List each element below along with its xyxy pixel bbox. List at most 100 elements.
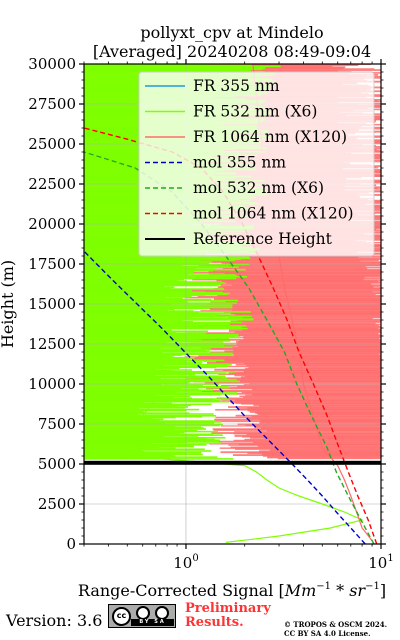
fr532-noise-band xyxy=(84,442,222,444)
version-label: Version: 3.6 xyxy=(6,611,103,630)
fr532-noise-band xyxy=(84,344,185,347)
fr532-noise-band xyxy=(84,312,232,315)
fr532-noise-band xyxy=(84,352,233,355)
fr532-noise-band xyxy=(84,70,251,72)
fr532-noise-band xyxy=(84,255,182,258)
fr532-noise-band xyxy=(84,431,185,434)
fr532-noise-band xyxy=(84,69,232,71)
fr532-noise-band xyxy=(84,325,247,327)
fr1064-noise-band xyxy=(220,285,381,287)
fr532-noise-band xyxy=(84,347,161,349)
fr532-noise-band xyxy=(84,432,178,435)
fr1064-noise-band xyxy=(244,438,381,441)
fr532-noise-band xyxy=(84,65,281,68)
fr532-noise-band xyxy=(84,424,221,427)
fr532-noise-band xyxy=(84,329,172,332)
fr532-noise-band xyxy=(84,300,186,303)
fr1064-noise-band xyxy=(205,387,381,390)
fr532-noise-band xyxy=(84,403,212,406)
fr532-noise-band xyxy=(84,356,195,359)
fr532-noise-band xyxy=(84,407,185,409)
fr1064-noise-band xyxy=(253,404,381,406)
fr532-noise-band xyxy=(84,262,209,265)
fr1064-noise-band xyxy=(204,382,381,384)
x-tick-label: 101 xyxy=(368,553,393,572)
fr532-noise-band xyxy=(84,400,220,402)
fr1064-noise-band xyxy=(213,429,381,431)
fr1064-noise-band xyxy=(215,416,381,419)
fr532-noise-band xyxy=(84,437,207,440)
fr1064-noise-band xyxy=(247,407,381,409)
fr532-noise-band xyxy=(84,440,219,443)
fr532-noise-band xyxy=(84,257,251,260)
fr1064-noise-band xyxy=(185,269,381,272)
fr532-noise-band xyxy=(84,433,214,436)
fr1064-noise-band xyxy=(195,69,381,71)
fr1064-noise-band xyxy=(208,325,381,328)
fr532-noise-band xyxy=(84,321,242,324)
fr532-noise-band xyxy=(84,297,183,300)
fr532-noise-band xyxy=(84,378,161,380)
fr532-noise-band xyxy=(84,354,182,356)
x-axis-label: Range-Corrected Signal [Mm−1 * sr−1] xyxy=(78,581,386,600)
fr532-noise-band xyxy=(84,323,231,326)
fr1064-noise-band xyxy=(177,291,381,294)
fr532-noise-band xyxy=(84,178,182,180)
fr1064-noise-band xyxy=(185,344,381,347)
fr532-noise-band xyxy=(84,209,178,211)
fr532-noise-band xyxy=(84,378,237,381)
fr532-noise-band xyxy=(84,384,162,386)
fr1064-noise-band xyxy=(240,403,381,405)
fr1064-noise-band xyxy=(267,457,381,459)
fr532-noise-band xyxy=(84,422,215,424)
fr532-noise-band xyxy=(84,397,192,399)
fr1064-noise-band xyxy=(262,453,381,455)
fr1064-noise-band xyxy=(234,321,381,323)
fr532-noise-band xyxy=(84,349,207,352)
fr532-noise-band xyxy=(84,322,227,325)
fr532-noise-band xyxy=(84,313,219,316)
fr532-noise-band xyxy=(84,284,219,287)
fr532-noise-band xyxy=(84,412,190,414)
fr532-noise-band xyxy=(84,68,263,70)
fr532-noise-band xyxy=(84,417,153,420)
fr532-noise-band xyxy=(84,289,190,291)
fr532-noise-band xyxy=(84,64,209,66)
fr532-noise-band xyxy=(84,266,239,268)
fr1064-noise-band xyxy=(216,397,381,399)
fr1064-noise-band xyxy=(233,315,381,318)
fr532-noise-band xyxy=(84,327,248,330)
fr532-noise-band xyxy=(84,450,212,452)
fr532-noise-band xyxy=(84,438,215,441)
fr532-noise-band xyxy=(84,254,193,257)
fr532-noise-band xyxy=(84,379,218,382)
fr1064-noise-band xyxy=(269,449,381,452)
fr532-noise-band xyxy=(84,315,252,318)
fr532-noise-band xyxy=(84,338,194,341)
fr532-noise-band xyxy=(84,285,164,288)
chart-subtitle: [Averaged] 20240208 08:49-09:04 xyxy=(93,42,371,61)
fr1064-noise-band xyxy=(177,66,346,69)
fr532-noise-band xyxy=(84,390,203,392)
y-tick-label: 12500 xyxy=(28,335,76,353)
fr532-noise-band xyxy=(84,290,192,293)
fr532-noise-band xyxy=(84,436,165,438)
fr532-noise-band xyxy=(84,309,168,311)
fr1064-noise-band xyxy=(230,320,381,322)
fr532-noise-band xyxy=(84,224,191,226)
fr532-noise-band xyxy=(84,235,183,238)
fr532-noise-band xyxy=(84,305,202,308)
fr532-noise-band xyxy=(84,330,209,333)
fr532-noise-band xyxy=(84,319,254,321)
fr1064-noise-band xyxy=(218,373,381,375)
fr532-noise-band xyxy=(84,355,175,357)
fr1064-noise-band xyxy=(239,339,381,342)
fr532-noise-band xyxy=(84,429,197,432)
fr1064-noise-band xyxy=(197,420,381,423)
fr1064-noise-band xyxy=(187,322,376,325)
fr1064-noise-band xyxy=(234,434,381,437)
fr1064-noise-band xyxy=(248,366,381,369)
fr1064-noise-band xyxy=(259,422,381,424)
fr532-noise-band xyxy=(84,377,228,379)
fr1064-noise-band xyxy=(225,300,381,303)
